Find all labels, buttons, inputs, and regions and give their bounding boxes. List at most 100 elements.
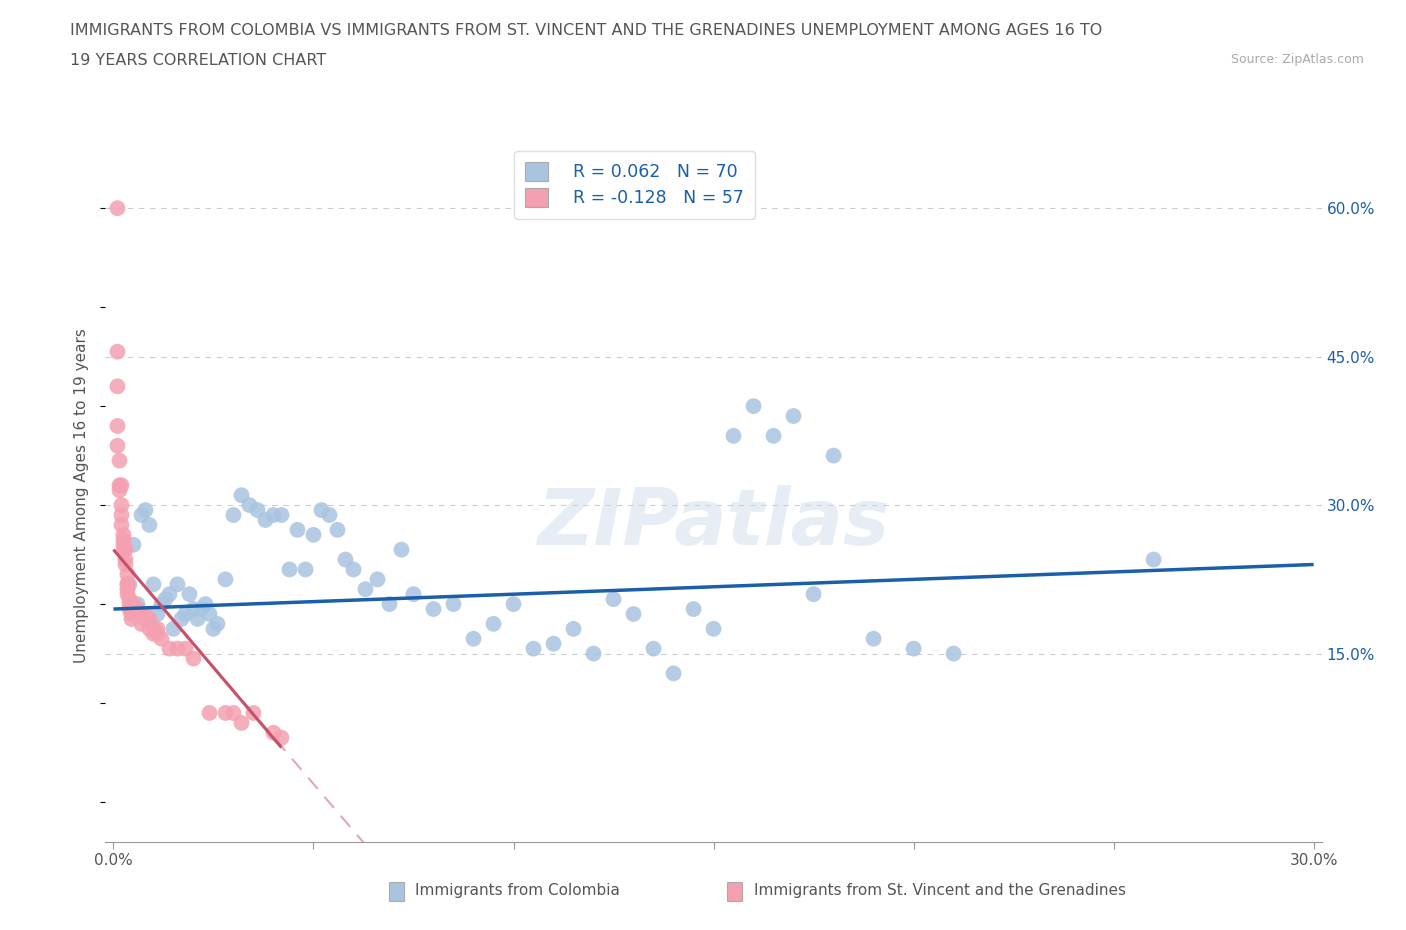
Point bbox=[263, 725, 285, 740]
Point bbox=[110, 517, 132, 532]
FancyBboxPatch shape bbox=[388, 882, 404, 901]
Point bbox=[803, 587, 825, 602]
Point bbox=[278, 562, 301, 577]
Point bbox=[391, 542, 413, 557]
Point bbox=[112, 532, 135, 547]
Point bbox=[326, 523, 349, 538]
Point bbox=[202, 621, 225, 636]
Point bbox=[602, 591, 624, 606]
Point bbox=[117, 577, 139, 591]
Point bbox=[120, 602, 142, 617]
Point bbox=[150, 631, 173, 646]
Point bbox=[108, 453, 131, 468]
Point bbox=[422, 602, 444, 617]
FancyBboxPatch shape bbox=[727, 882, 742, 901]
Point bbox=[127, 602, 149, 617]
Point bbox=[138, 517, 160, 532]
Point bbox=[263, 508, 285, 523]
Text: ZIPatlas: ZIPatlas bbox=[537, 485, 890, 561]
Point bbox=[270, 730, 292, 745]
Point bbox=[174, 606, 197, 621]
Point bbox=[342, 562, 364, 577]
Point bbox=[823, 448, 845, 463]
Point bbox=[131, 508, 153, 523]
Point bbox=[112, 527, 135, 542]
Point bbox=[903, 641, 925, 656]
Point bbox=[142, 621, 165, 636]
Point bbox=[782, 408, 804, 423]
Point bbox=[159, 587, 181, 602]
Point bbox=[142, 577, 165, 591]
Point bbox=[155, 591, 177, 606]
Y-axis label: Unemployment Among Ages 16 to 19 years: Unemployment Among Ages 16 to 19 years bbox=[75, 327, 90, 663]
Point bbox=[179, 587, 201, 602]
Point bbox=[402, 587, 425, 602]
Point bbox=[287, 523, 309, 538]
Point bbox=[120, 612, 142, 627]
Point bbox=[114, 557, 136, 572]
Point bbox=[231, 488, 253, 503]
Point bbox=[117, 567, 139, 582]
Point bbox=[108, 483, 131, 498]
Point bbox=[166, 577, 188, 591]
Point bbox=[463, 631, 485, 646]
Point bbox=[254, 512, 277, 527]
Point bbox=[543, 636, 565, 651]
Point bbox=[131, 617, 153, 631]
Point bbox=[214, 572, 236, 587]
Point bbox=[134, 606, 156, 621]
Point bbox=[482, 617, 505, 631]
Point bbox=[122, 602, 145, 617]
Point bbox=[159, 641, 181, 656]
Point bbox=[270, 508, 292, 523]
Point bbox=[134, 502, 156, 517]
Point bbox=[238, 498, 260, 512]
Point bbox=[335, 552, 357, 567]
Point bbox=[108, 478, 131, 493]
Point bbox=[354, 582, 377, 597]
Point bbox=[118, 602, 141, 617]
Point bbox=[222, 706, 245, 721]
Point bbox=[110, 498, 132, 512]
Point bbox=[318, 508, 340, 523]
Point bbox=[120, 606, 142, 621]
Point bbox=[582, 646, 605, 661]
Point bbox=[118, 591, 141, 606]
Point bbox=[138, 621, 160, 636]
Point bbox=[138, 612, 160, 627]
Point bbox=[214, 706, 236, 721]
Point bbox=[107, 379, 129, 393]
Point bbox=[302, 527, 325, 542]
Point bbox=[134, 612, 156, 627]
Text: 19 YEARS CORRELATION CHART: 19 YEARS CORRELATION CHART bbox=[70, 53, 326, 68]
Point bbox=[122, 606, 145, 621]
Point bbox=[170, 612, 193, 627]
Point bbox=[623, 606, 645, 621]
Point bbox=[643, 641, 665, 656]
Point bbox=[127, 602, 149, 617]
Point bbox=[117, 577, 139, 591]
Point bbox=[443, 597, 465, 612]
Point bbox=[723, 429, 745, 444]
Point bbox=[762, 429, 785, 444]
Point bbox=[183, 602, 205, 617]
Point bbox=[131, 606, 153, 621]
Point bbox=[114, 552, 136, 567]
Point bbox=[231, 715, 253, 730]
Point bbox=[366, 572, 388, 587]
Point bbox=[682, 602, 704, 617]
Point bbox=[122, 597, 145, 612]
Point bbox=[118, 577, 141, 591]
Point bbox=[146, 621, 169, 636]
Point bbox=[562, 621, 585, 636]
Point bbox=[662, 666, 685, 681]
Point bbox=[246, 502, 269, 517]
Point bbox=[942, 646, 965, 661]
Point bbox=[162, 621, 184, 636]
Point bbox=[110, 508, 132, 523]
Point bbox=[107, 438, 129, 453]
Point bbox=[198, 606, 221, 621]
Point bbox=[194, 597, 217, 612]
Point bbox=[122, 538, 145, 552]
Point bbox=[1142, 552, 1164, 567]
